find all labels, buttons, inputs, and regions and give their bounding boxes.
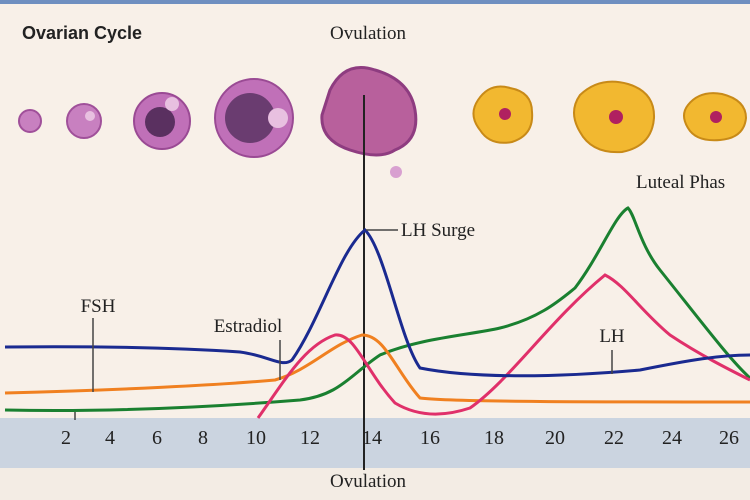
day-label: 16 (420, 427, 440, 449)
day-label: 10 (246, 427, 266, 449)
top-border (0, 0, 750, 4)
pink-curve (256, 273, 750, 419)
ovulation-top: Ovulation (330, 23, 406, 44)
lh-surge-label: LH Surge (401, 220, 475, 241)
day-label: 22 (604, 427, 624, 449)
day-label: 8 (198, 427, 208, 449)
day-label: 20 (545, 427, 565, 449)
fsh-label: FSH (81, 296, 116, 317)
day-label: 2 (61, 427, 71, 449)
lh-label: LH (599, 326, 625, 347)
day-label: 18 (484, 427, 504, 449)
axis-band (0, 418, 750, 468)
title: Ovarian Cycle (22, 23, 142, 43)
day-label: 12 (300, 427, 320, 449)
day-label: 6 (152, 427, 162, 449)
ovulation-bottom: Ovulation (330, 471, 406, 492)
day-labels: 2 4 6 8 10 12 14 16 18 20 22 24 26 (61, 427, 739, 449)
corpus-centers (499, 108, 722, 124)
follicles (18, 66, 418, 178)
day-label: 24 (662, 427, 682, 449)
day-label: 4 (105, 427, 115, 449)
lh-curve (4, 227, 750, 378)
bottom-band (0, 468, 750, 500)
estradiol-label: Estradiol (214, 316, 283, 337)
label-pointers (74, 229, 613, 420)
estradiol-curve (4, 333, 750, 404)
day-label: 14 (362, 427, 382, 449)
luteal-label: Luteal Phas (636, 172, 725, 193)
day-label: 26 (719, 427, 739, 449)
progesterone-curve (4, 206, 750, 413)
